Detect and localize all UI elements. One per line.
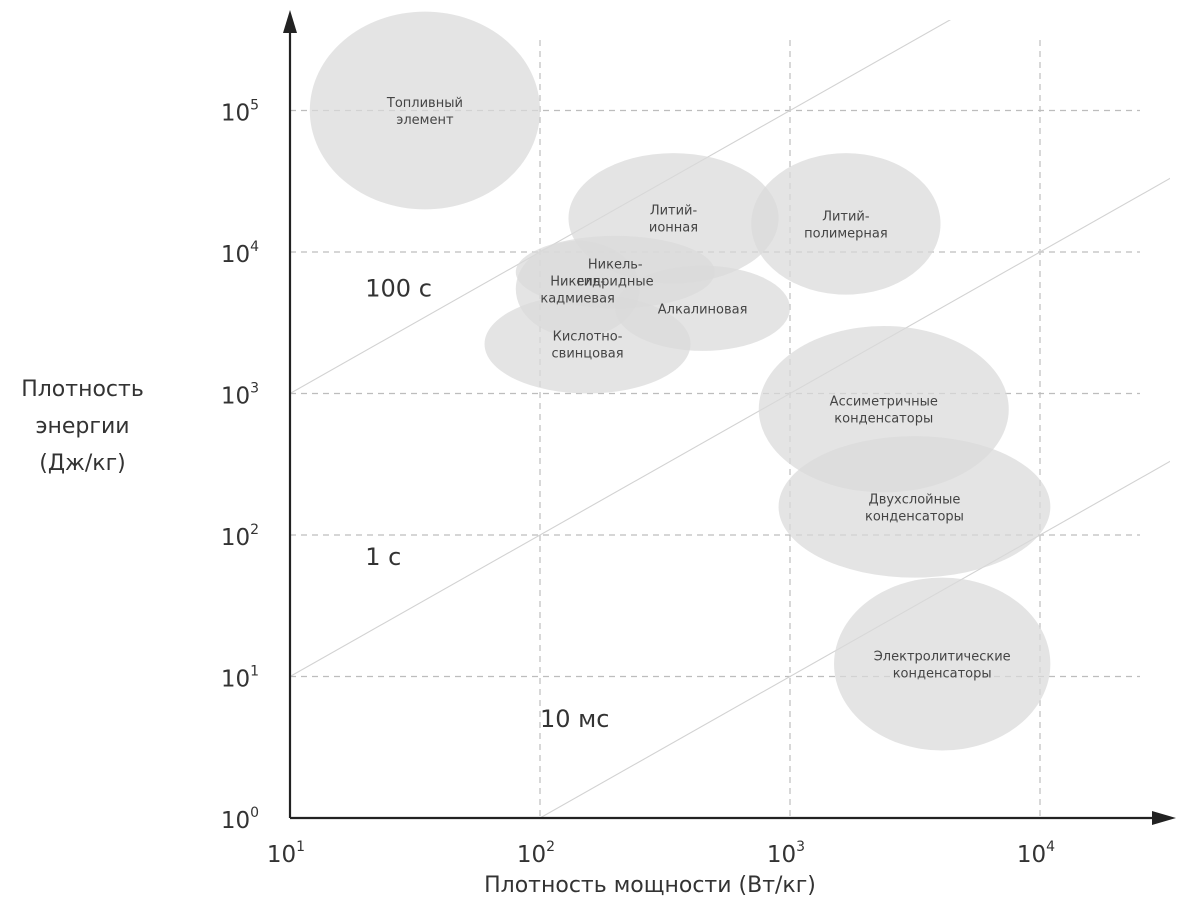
- region-label-nickel-cadmium: кадмиевая: [540, 291, 615, 306]
- region-lead-acid: [484, 294, 691, 394]
- time-label-1-s: 1 с: [365, 543, 401, 571]
- time-line-10-ms: [538, 460, 1170, 818]
- region-label-lead-acid: Кислотно-: [553, 330, 623, 345]
- region-lithium-polymer: [751, 153, 941, 295]
- region-fuel-cell: [309, 11, 540, 210]
- region-label-asymmetric-capacitors: конденсаторы: [834, 412, 933, 427]
- region-label-alkaline: Алкалиновая: [658, 302, 748, 317]
- region-label-lithium-polymer: Литий-: [822, 209, 870, 224]
- x-axis-arrow: [1152, 811, 1176, 825]
- y-tick-label: 102: [221, 522, 259, 551]
- region-double-layer-capacitors: [778, 436, 1051, 578]
- region-label-nickel-metal-hydride: Никель-: [588, 258, 643, 273]
- time-line-100-s: [290, 20, 952, 394]
- y-axis-label-line-2: энергии: [35, 414, 130, 439]
- region-label-double-layer-capacitors: конденсаторы: [865, 509, 964, 524]
- time-label-100-s: 100 с: [365, 275, 432, 303]
- y-axis-label-line-3: (Дж/кг): [39, 451, 126, 476]
- region-label-electrolytic-capacitors: Электролитические: [874, 650, 1011, 665]
- x-tick-label: 103: [767, 839, 805, 868]
- region-label-fuel-cell: элемент: [396, 113, 454, 128]
- x-tick-label: 102: [517, 839, 555, 868]
- region-label-lithium-polymer: полимерная: [804, 226, 888, 241]
- region-label-lead-acid: свинцовая: [552, 347, 624, 362]
- region-label-electrolytic-capacitors: конденсаторы: [893, 667, 992, 682]
- region-label-double-layer-capacitors: Двухслойные: [869, 492, 961, 507]
- region-label-nickel-cadmium: Никель-: [550, 274, 605, 289]
- y-axis-arrow: [283, 10, 297, 33]
- x-tick-label: 104: [1017, 839, 1055, 868]
- region-label-lithium-ion: ионная: [649, 221, 698, 236]
- y-tick-label: 103: [221, 381, 259, 410]
- x-tick-label: 101: [267, 839, 305, 868]
- y-axis-label-line-1: Плотность: [21, 377, 144, 402]
- region-electrolytic-capacitors: [834, 577, 1051, 751]
- region-label-nickel-metal-hydride: гидридные: [577, 275, 654, 290]
- y-tick-label: 105: [221, 98, 259, 127]
- region-label-fuel-cell: Топливный: [386, 96, 463, 111]
- region-label-asymmetric-capacitors: Ассиметричные: [830, 395, 938, 410]
- time-label-10-ms: 10 мс: [540, 705, 609, 733]
- y-tick-label: 100: [221, 805, 259, 834]
- y-tick-label: 104: [221, 239, 259, 268]
- region-label-lithium-ion: Литий-: [650, 204, 698, 219]
- y-tick-label: 101: [221, 664, 259, 693]
- x-axis-label: Плотность мощности (Вт/кг): [484, 873, 816, 898]
